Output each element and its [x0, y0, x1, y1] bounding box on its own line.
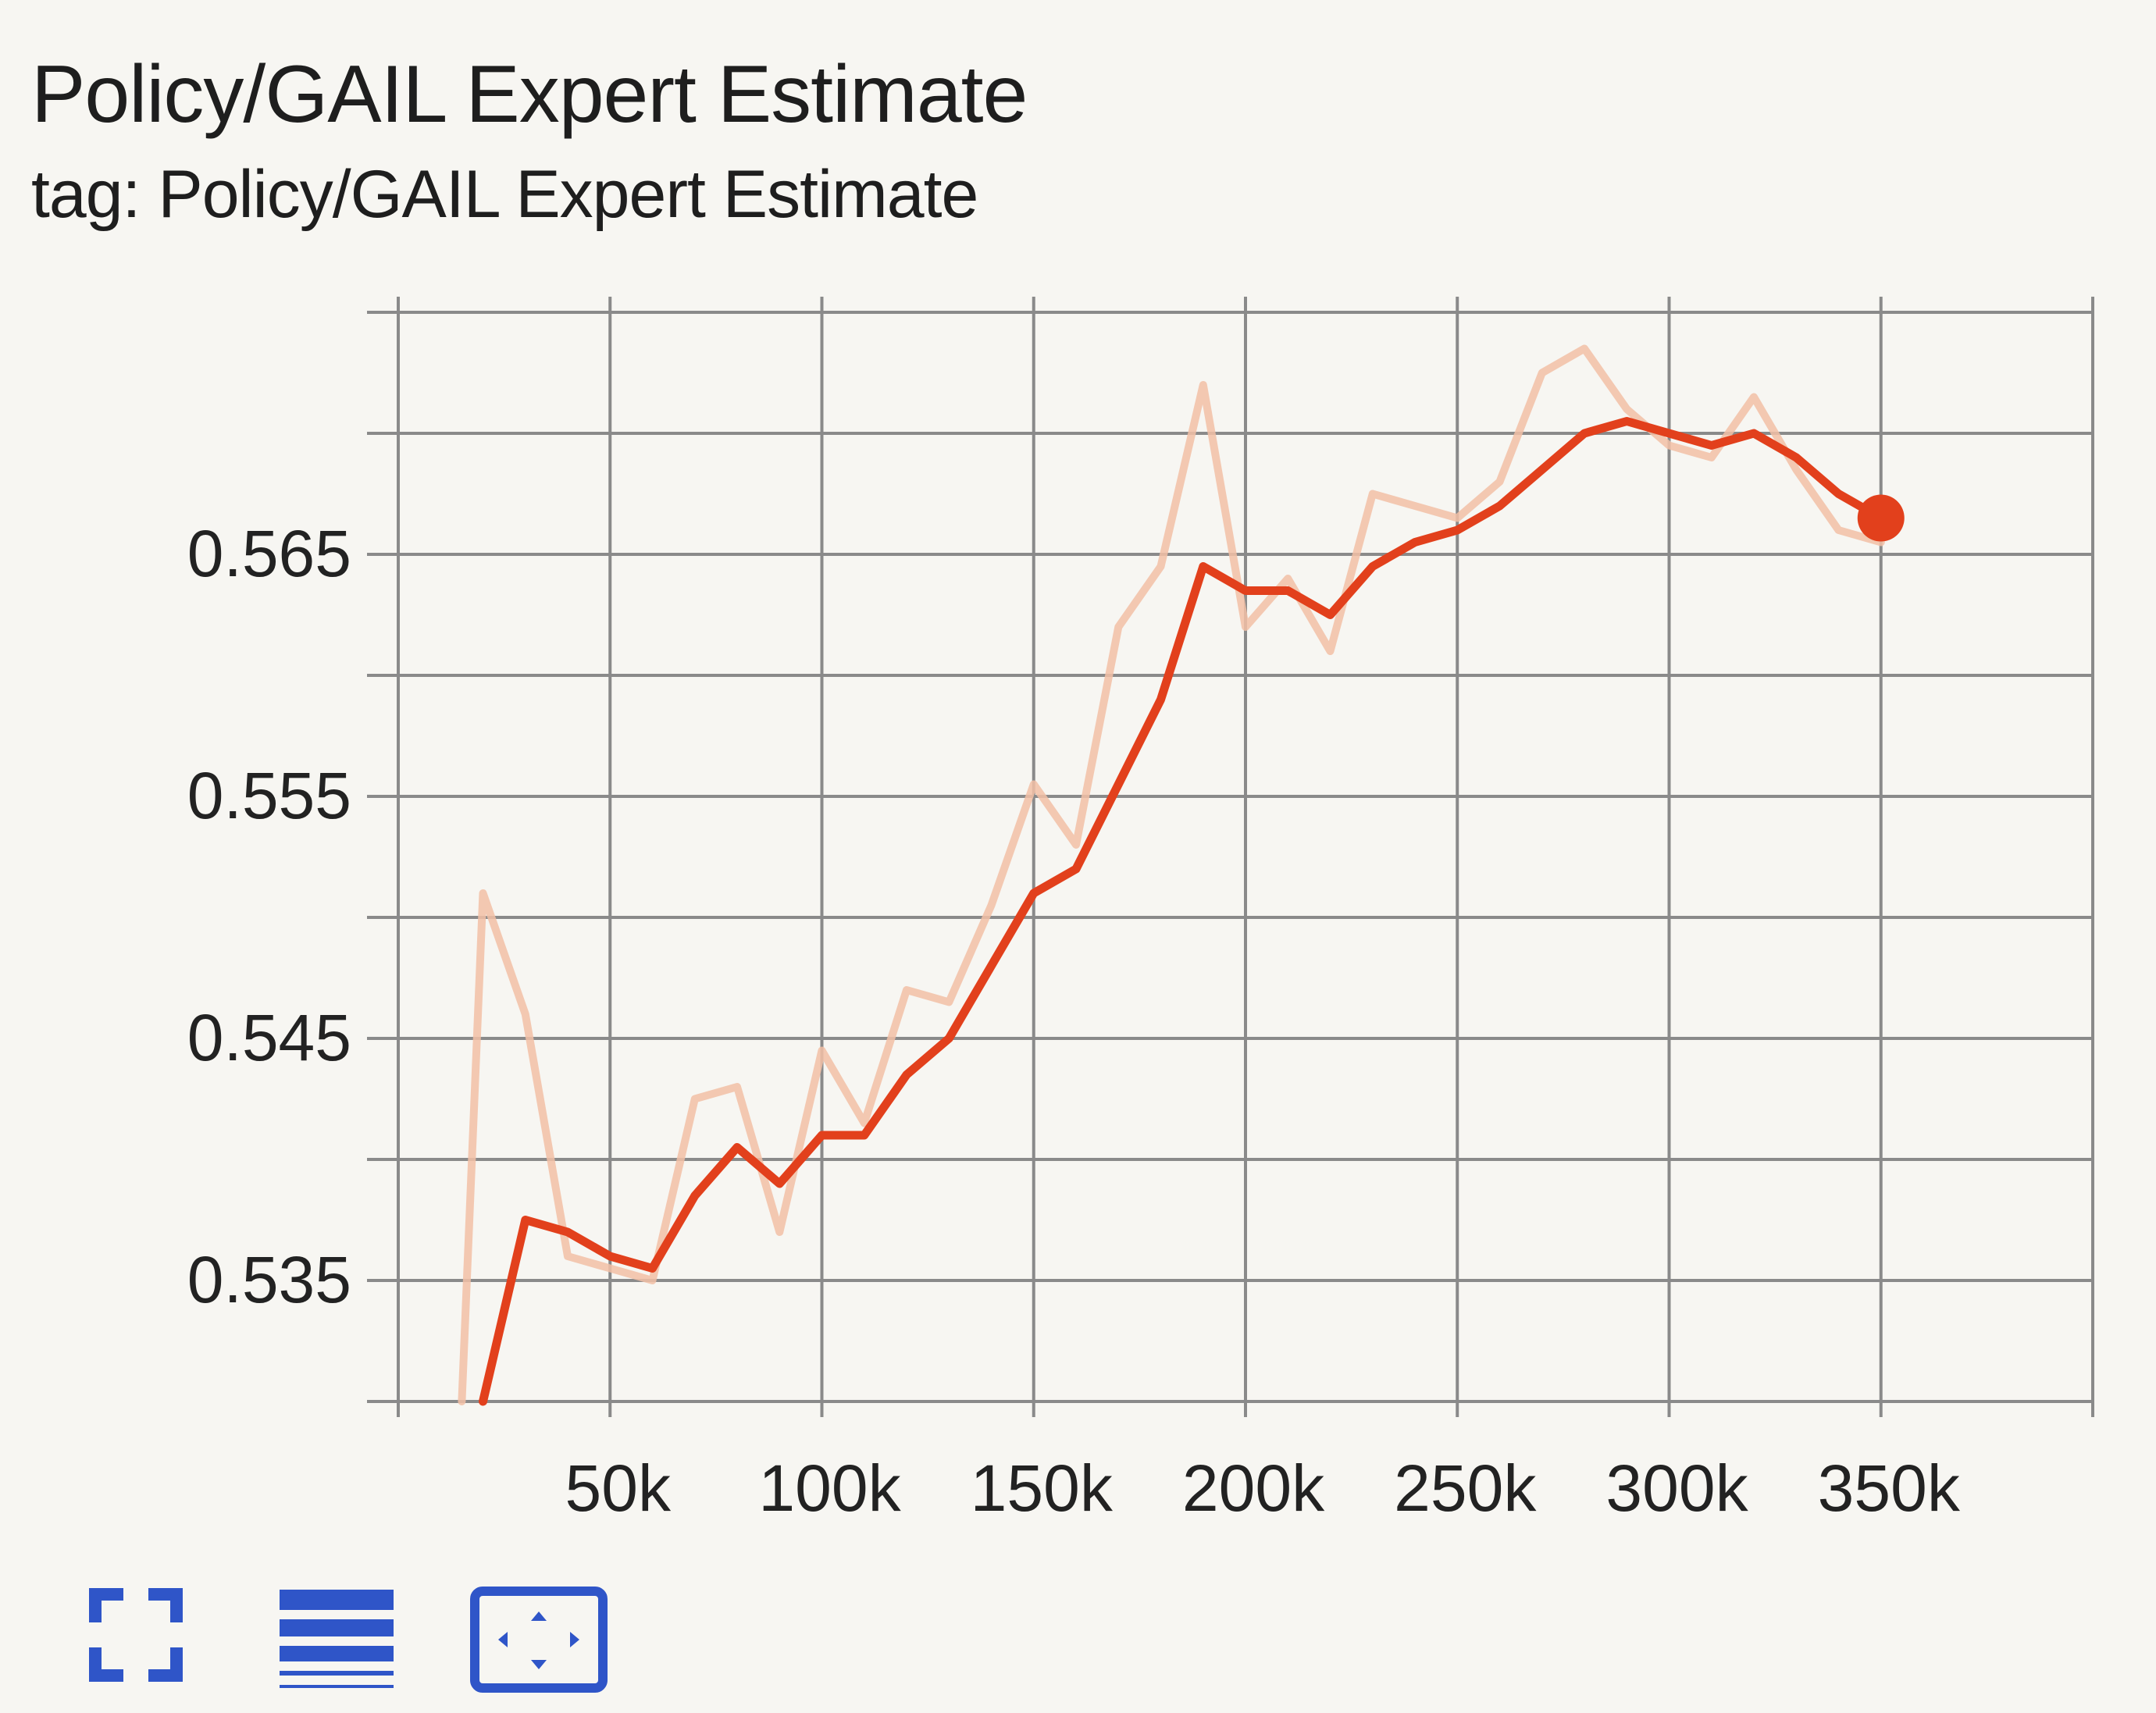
x-tick-label: 150k — [971, 1451, 1114, 1525]
last-point-marker[interactable] — [1857, 494, 1905, 542]
x-tick-label: 350k — [1818, 1451, 1961, 1525]
grid-lines — [367, 297, 2094, 1417]
x-tick-label: 100k — [758, 1451, 901, 1525]
y-tick-label: 0.545 — [187, 1001, 351, 1074]
x-axis-tick-labels: 50k 100k 150k 200k 250k 300k 350k — [565, 1451, 1961, 1525]
fullscreen-button[interactable] — [87, 1587, 184, 1683]
y-tick-label: 0.565 — [187, 517, 351, 590]
chart-tag-subtitle: tag: Policy/GAIL Expert Estimate — [31, 157, 978, 232]
y-axis-tick-labels: 0.535 0.545 0.555 0.565 — [187, 517, 351, 1316]
smoothed-series-line — [479, 417, 1886, 1406]
fit-domain-button[interactable] — [469, 1585, 609, 1696]
x-tick-label: 300k — [1605, 1451, 1748, 1525]
fit-domain-icon — [470, 1587, 608, 1693]
y-tick-label: 0.535 — [187, 1243, 351, 1316]
plot-series — [458, 344, 1905, 1406]
toggle-log-scale-icon — [280, 1590, 394, 1688]
x-tick-label: 250k — [1394, 1451, 1537, 1525]
toggle-log-scale-button[interactable] — [278, 1585, 395, 1694]
chart-title: Policy/GAIL Expert Estimate — [31, 49, 1028, 140]
x-tick-label: 50k — [565, 1451, 672, 1525]
fullscreen-icon — [89, 1588, 183, 1682]
x-tick-label: 200k — [1182, 1451, 1325, 1525]
y-tick-label: 0.555 — [187, 759, 351, 832]
